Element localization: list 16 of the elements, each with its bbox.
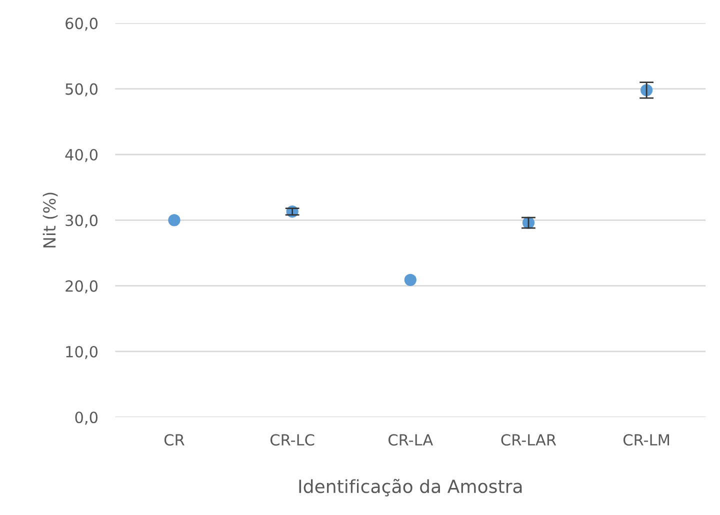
x-tick-label: CR-LM (623, 434, 670, 446)
y-tick-label: 0,0 (75, 412, 98, 425)
x-tick-label: CR-LAR (501, 434, 556, 446)
point (168, 214, 180, 226)
y-tick-label: 40,0 (65, 148, 98, 162)
x-tick-label: CR-LA (388, 434, 434, 446)
y-tick-label: 10,0 (66, 346, 98, 360)
y-tick-label: 60,0 (66, 18, 98, 31)
x-tick-label: CR (164, 434, 184, 446)
x-axis-title: Identificação da Amostra (299, 478, 522, 496)
point (404, 274, 416, 286)
y-axis-title: Nit (%) (42, 192, 58, 248)
y-tick-label: 30,0 (66, 214, 98, 228)
y-tick-label: 20,0 (66, 280, 98, 294)
y-tick-label: 50,0 (66, 83, 98, 96)
x-tick-label: CR-LC (270, 434, 314, 446)
